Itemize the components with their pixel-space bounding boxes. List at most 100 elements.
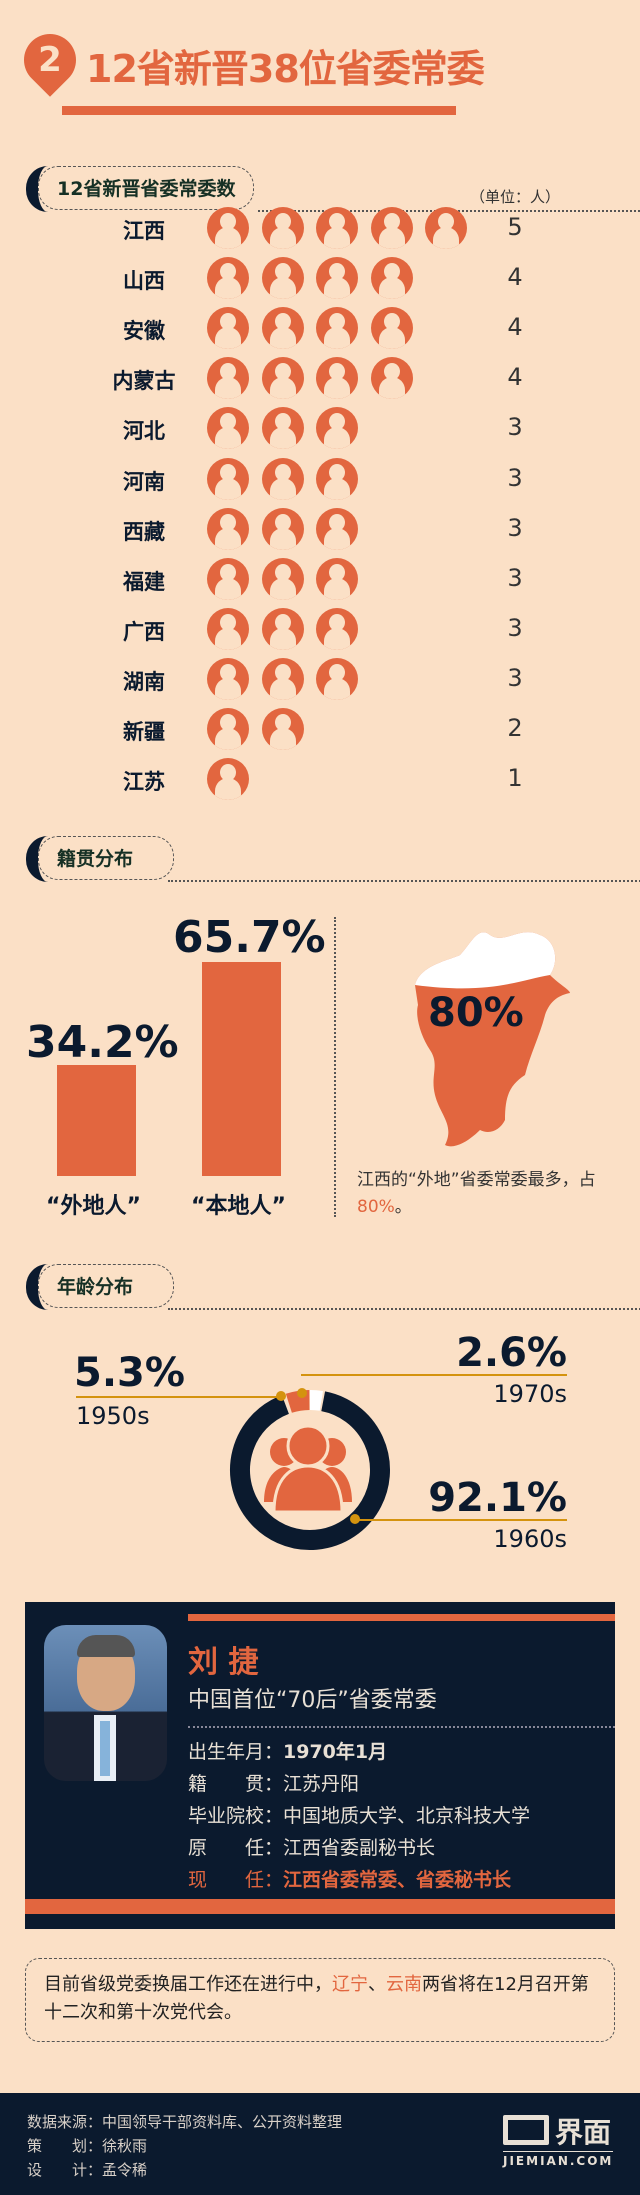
footer: 数据来源：中国领导干部资料库、公开资料整理 策 划：徐秋雨 设 计：孟令稀 界面…	[0, 2093, 640, 2195]
row-province: 广西	[123, 619, 165, 644]
row-count: 4	[507, 363, 523, 392]
logo-subtext: JIEMIAN.COM	[503, 2151, 614, 2168]
person-icon	[207, 457, 249, 500]
pie-category-label: 1970s	[493, 1380, 567, 1408]
bar-value-label: 34.2%	[26, 1017, 179, 1068]
section-header-count: 12省新晋省委常委数	[26, 166, 640, 212]
leader-dot	[297, 1388, 307, 1398]
pie-value-label: 92.1%	[428, 1475, 567, 1521]
row-province: 西藏	[123, 519, 165, 544]
map-highlight	[415, 932, 556, 989]
person-icon	[261, 457, 304, 500]
bar-category-label: “外地人”	[46, 1194, 141, 1219]
info-previous: 原 任：江西省委副秘书长	[188, 1837, 436, 1859]
title-underline	[62, 106, 456, 115]
pie-category-label: 1950s	[76, 1402, 150, 1430]
person-icon	[207, 557, 249, 600]
row-province: 江西	[123, 219, 165, 243]
person-icon	[261, 708, 304, 750]
profile-name: 刘 捷	[188, 1645, 259, 1680]
person-icon	[207, 307, 249, 350]
person-icon	[316, 607, 359, 650]
logo-text: 界面	[555, 2116, 612, 2149]
info-school: 毕业院校：中国地质大学、北京科技大学	[188, 1805, 531, 1827]
person-icon	[261, 507, 304, 550]
person-icon	[261, 657, 304, 700]
row-count: 1	[507, 764, 523, 793]
age-donut	[230, 1390, 390, 1550]
person-icon	[316, 407, 359, 450]
people-icon	[264, 1424, 352, 1512]
donut-slice-1960s	[230, 1391, 390, 1550]
row-province: 湖南	[123, 669, 165, 694]
page-title: 12省新晋38位省委常委	[86, 47, 485, 91]
section-title: 年龄分布	[38, 1264, 174, 1308]
bar-outsider	[57, 1064, 136, 1176]
person-icon	[261, 607, 304, 650]
section-number: 2	[38, 40, 62, 80]
row-count: 4	[507, 263, 523, 292]
person-icon	[425, 207, 468, 249]
person-icon	[370, 307, 413, 350]
leader-dot	[276, 1391, 286, 1401]
row-count: 3	[507, 663, 523, 692]
map-caption: 江西的“外地”省委常委最多，占80%。	[357, 1170, 596, 1217]
person-icon	[370, 357, 413, 400]
row-count: 3	[507, 613, 523, 642]
person-icon	[370, 207, 413, 249]
person-icon	[207, 407, 249, 450]
person-icon	[207, 657, 249, 700]
person-icon	[316, 307, 359, 350]
person-icon	[316, 507, 359, 550]
person-icon	[316, 257, 359, 300]
row-province: 河南	[123, 469, 165, 494]
leader-line	[76, 1396, 281, 1398]
row-count: 3	[507, 413, 523, 442]
section-header-age: 年龄分布	[26, 1264, 640, 1310]
info-origin: 籍 贯：江苏丹阳	[188, 1773, 360, 1795]
person-icon	[207, 507, 249, 550]
row-province: 福建	[123, 569, 165, 594]
person-icon	[261, 557, 304, 600]
person-icon	[261, 207, 304, 249]
bar-value-label: 65.7%	[173, 912, 326, 963]
row-count: 4	[507, 313, 523, 342]
row-province: 山西	[123, 269, 165, 294]
section-title: 12省新晋省委常委数	[38, 166, 255, 210]
bar-local	[202, 962, 281, 1176]
person-icon	[316, 357, 359, 400]
row-count: 3	[507, 513, 523, 542]
person-icon	[316, 557, 359, 600]
jiemian-logo-icon	[503, 2115, 549, 2145]
bar-category-label: “本地人”	[191, 1194, 286, 1219]
profile-photo	[44, 1625, 167, 1781]
donut-slice-1950s	[285, 1390, 310, 1413]
info-current: 现 任：江西省委常委、省委秘书长	[188, 1869, 512, 1891]
row-count: 3	[507, 563, 523, 592]
designer-text: 设 计：孟令稀	[27, 2161, 148, 2179]
person-icon	[261, 257, 304, 300]
person-icon	[316, 207, 359, 249]
leader-line	[301, 1374, 567, 1376]
row-count: 2	[507, 714, 523, 742]
row-province: 新疆	[123, 720, 165, 744]
map-value: 80%	[428, 990, 524, 1036]
person-icon	[207, 357, 249, 400]
person-icon	[207, 257, 249, 300]
section-title: 籍贯分布	[38, 836, 174, 880]
person-icon	[316, 657, 359, 700]
planner-text: 策 划：徐秋雨	[27, 2137, 148, 2155]
source-text: 数据来源：中国领导干部资料库、公开资料整理	[27, 2113, 343, 2131]
row-province: 河北	[123, 419, 165, 444]
unit-label: （单位：人）	[470, 188, 561, 206]
person-icon	[207, 758, 249, 801]
donut-slice-1970s	[309, 1390, 324, 1411]
divider	[334, 917, 336, 1217]
person-icon	[261, 307, 304, 350]
profile-card: 刘 捷 中国首位“70后”省委常委 出生年月：1970年1月 籍 贯：江苏丹阳 …	[25, 1602, 615, 1929]
person-icon	[316, 457, 359, 500]
row-province: 安徽	[123, 319, 165, 344]
note-box: 目前省级党委换届工作还在进行中，辽宁、云南两省将在12月召开第十二次和第十次党代…	[25, 1958, 615, 2042]
row-count: 3	[507, 463, 523, 492]
section-header-origin: 籍贯分布	[26, 836, 640, 882]
